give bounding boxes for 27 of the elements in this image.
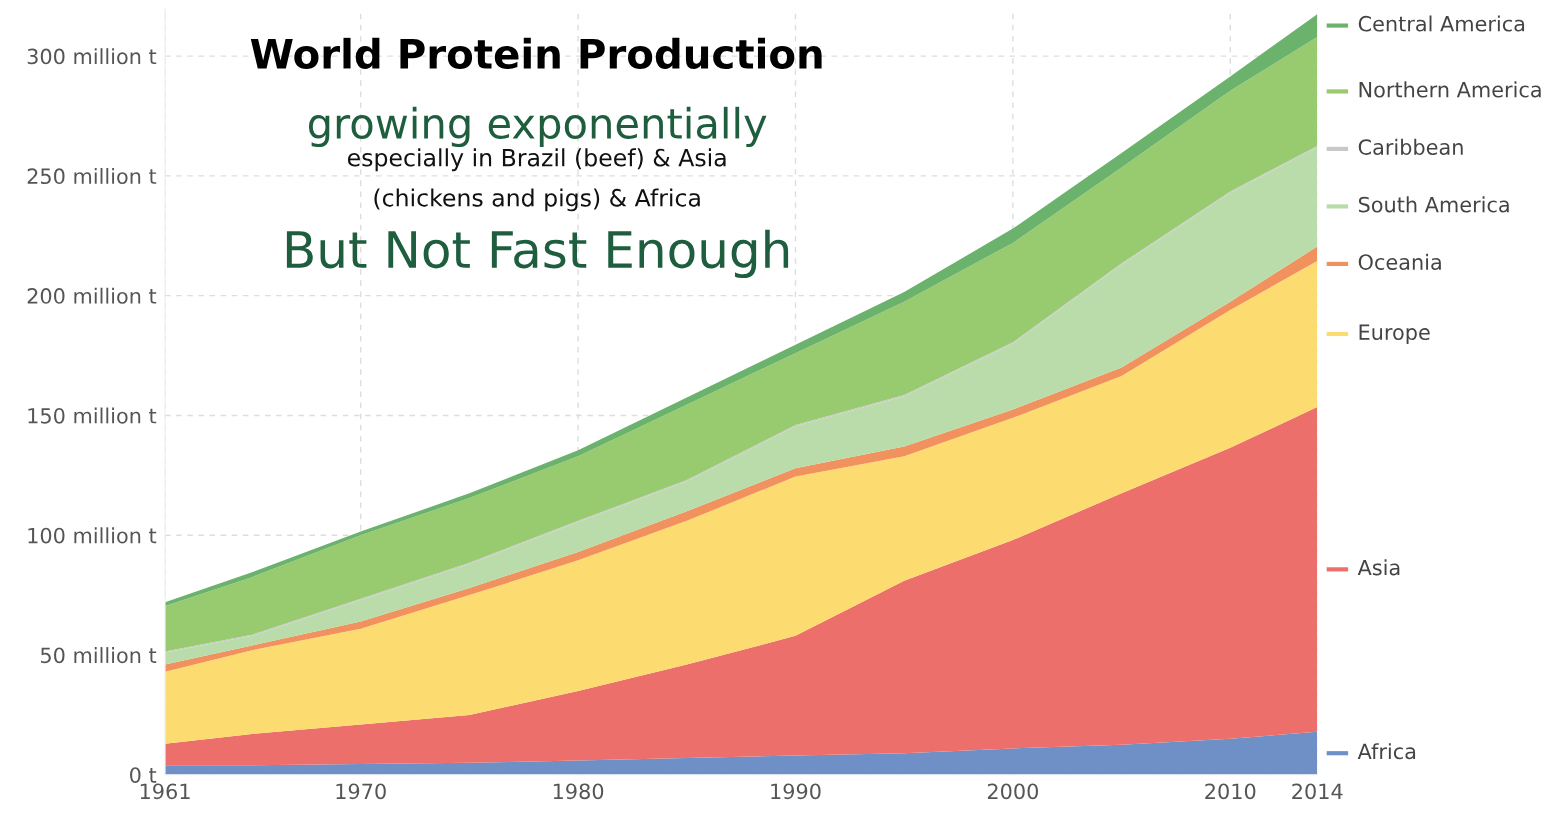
legend-label: Europe	[1359, 324, 1430, 345]
y-tick-label: 250 million t	[27, 167, 157, 185]
annotation: especially in Brazil (beef) & Asia	[347, 148, 726, 172]
x-tick-label: 2000	[987, 783, 1038, 800]
legend-label: Caribbean	[1358, 138, 1463, 155]
legend-label: Central America	[1358, 15, 1525, 32]
y-tick-label: 100 million t	[28, 527, 157, 544]
y-tick-label: 50 million t	[41, 647, 157, 664]
x-tick-label: 1980	[553, 783, 604, 800]
x-tick-label: 1990	[771, 783, 821, 800]
y-tick-label: 200 million t	[27, 287, 157, 304]
y-tick-label: 300 million t	[27, 48, 157, 65]
legend-label: Northern America	[1359, 81, 1541, 98]
x-tick-label: 2010	[1205, 783, 1256, 800]
legend-label: Africa	[1357, 743, 1416, 760]
legend-label: Oceania	[1358, 253, 1441, 270]
text: growing exponentially	[308, 106, 767, 148]
legend-label: South America	[1358, 196, 1509, 213]
legend-label: Asia	[1357, 559, 1400, 576]
x-tick-label: 1961	[140, 783, 190, 800]
y-tick-label: 150 million t	[28, 407, 157, 424]
y-tick-label: 0 t	[130, 767, 157, 783]
annotation: (chickens and pigs) & Africa	[374, 188, 700, 212]
annotation: But Not Fast Enough	[286, 229, 789, 279]
x-tick-label: 1970	[336, 783, 386, 800]
x-tick-label: 2014	[1292, 783, 1343, 800]
text: World Protein Production	[250, 37, 822, 70]
